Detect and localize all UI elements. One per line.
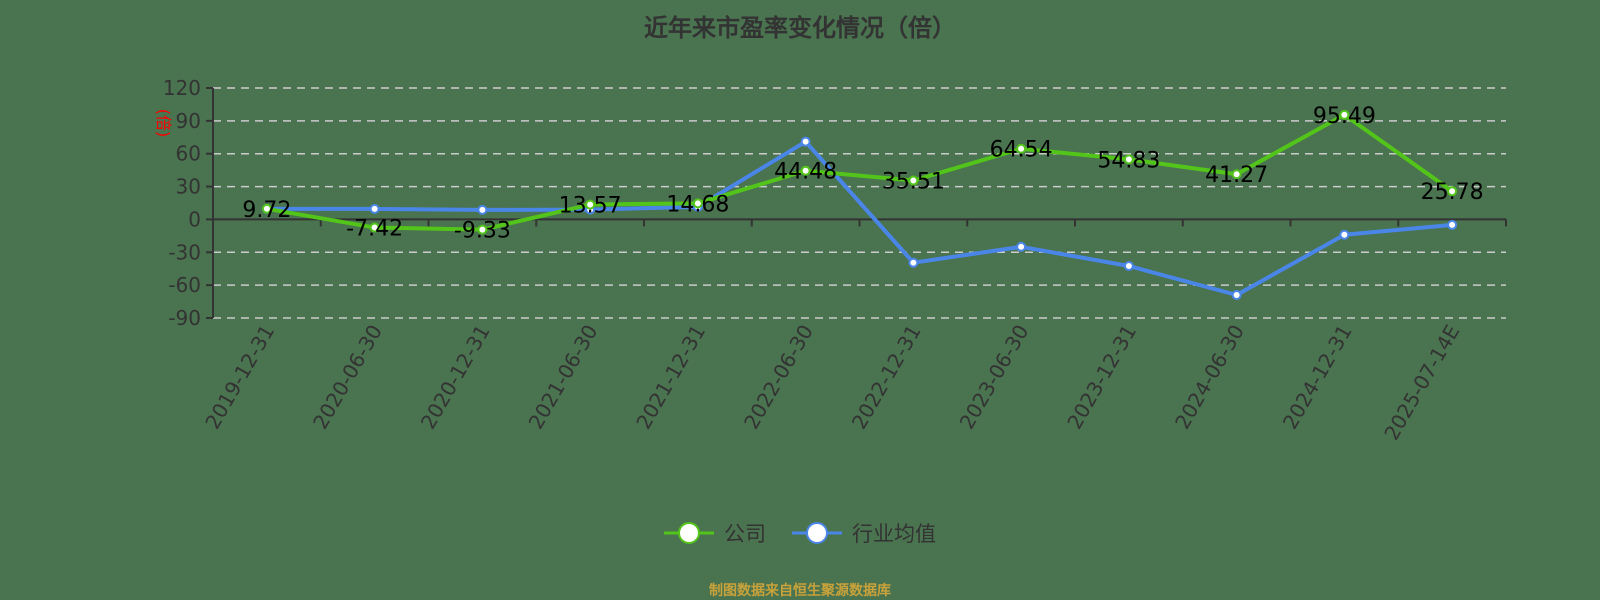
data-label: 95.49 <box>1313 104 1376 129</box>
data-point[interactable] <box>1447 219 1458 230</box>
y-tick-label: -90 <box>168 306 201 330</box>
x-tick-label: 2019-12-31 <box>200 321 279 434</box>
legend: 公司 行业均值 <box>0 518 1600 548</box>
company-line <box>266 112 1454 232</box>
data-point[interactable] <box>1016 241 1027 252</box>
data-label: 13.57 <box>559 194 622 219</box>
y-tick-label: -30 <box>168 240 201 264</box>
y-tick-label: 120 <box>163 76 201 100</box>
x-tick-label: 2024-06-30 <box>1170 321 1249 434</box>
data-point[interactable] <box>369 203 380 214</box>
y-tick-label: -60 <box>168 273 201 297</box>
data-label: 64.54 <box>990 138 1053 163</box>
data-label: 54.83 <box>1097 148 1160 173</box>
source-note: 制图数据来自恒生聚源数据库 <box>709 583 891 599</box>
data-point[interactable] <box>800 136 811 147</box>
legend-marker-company-icon <box>664 522 714 544</box>
y-tick-label: 60 <box>176 142 201 166</box>
data-point[interactable] <box>585 199 596 210</box>
data-point[interactable] <box>908 257 919 268</box>
data-point[interactable] <box>800 165 811 176</box>
data-point[interactable] <box>477 224 488 235</box>
x-tick-label: 2022-06-30 <box>739 321 818 434</box>
x-tick-label: 2021-06-30 <box>524 321 603 434</box>
data-point[interactable] <box>261 203 272 214</box>
data-point[interactable] <box>908 175 919 186</box>
data-label: 44.48 <box>774 160 837 185</box>
data-point[interactable] <box>1447 186 1458 197</box>
legend-marker-industry-icon <box>792 522 842 544</box>
x-tick-label: 2025-07-14E <box>1379 321 1464 445</box>
data-point[interactable] <box>1339 229 1350 240</box>
data-point[interactable] <box>1123 260 1134 271</box>
data-label: -9.33 <box>454 219 511 244</box>
x-tick-label: 2020-06-30 <box>308 321 387 434</box>
data-label: 14.68 <box>666 192 729 217</box>
data-label: 41.27 <box>1205 163 1268 188</box>
y-tick-label: 0 <box>188 207 201 231</box>
legend-item-industry[interactable]: 行业均值 <box>792 518 936 548</box>
legend-label-industry: 行业均值 <box>852 522 936 546</box>
data-label: 25.78 <box>1421 180 1484 205</box>
data-point[interactable] <box>477 204 488 215</box>
legend-item-company[interactable]: 公司 <box>664 518 766 548</box>
industry-line <box>266 139 1453 297</box>
data-point[interactable] <box>369 222 380 233</box>
y-tick-label: 90 <box>176 109 201 133</box>
data-point[interactable] <box>1231 290 1242 300</box>
data-point[interactable] <box>1016 143 1027 154</box>
data-point[interactable] <box>1231 169 1242 180</box>
data-point[interactable] <box>692 198 703 209</box>
x-tick-label: 2023-06-30 <box>955 321 1034 434</box>
data-label: 9.72 <box>242 198 291 223</box>
legend-label-company: 公司 <box>724 522 766 546</box>
data-label: 35.51 <box>882 170 945 195</box>
x-tick-label: 2022-12-31 <box>847 321 926 434</box>
x-tick-label: 2020-12-31 <box>416 321 495 434</box>
x-tick-label: 2024-12-31 <box>1278 321 1357 434</box>
y-tick-label: 30 <box>176 175 201 199</box>
data-point[interactable] <box>1123 154 1134 165</box>
x-tick-label: 2021-12-31 <box>631 321 710 434</box>
data-point[interactable] <box>1339 109 1350 120</box>
x-tick-label: 2023-12-31 <box>1062 321 1141 434</box>
y-axis-label: (倍) <box>154 109 173 138</box>
chart-title: 近年来市盈率变化情况（倍） <box>644 14 956 42</box>
data-label: -7.42 <box>346 217 403 242</box>
